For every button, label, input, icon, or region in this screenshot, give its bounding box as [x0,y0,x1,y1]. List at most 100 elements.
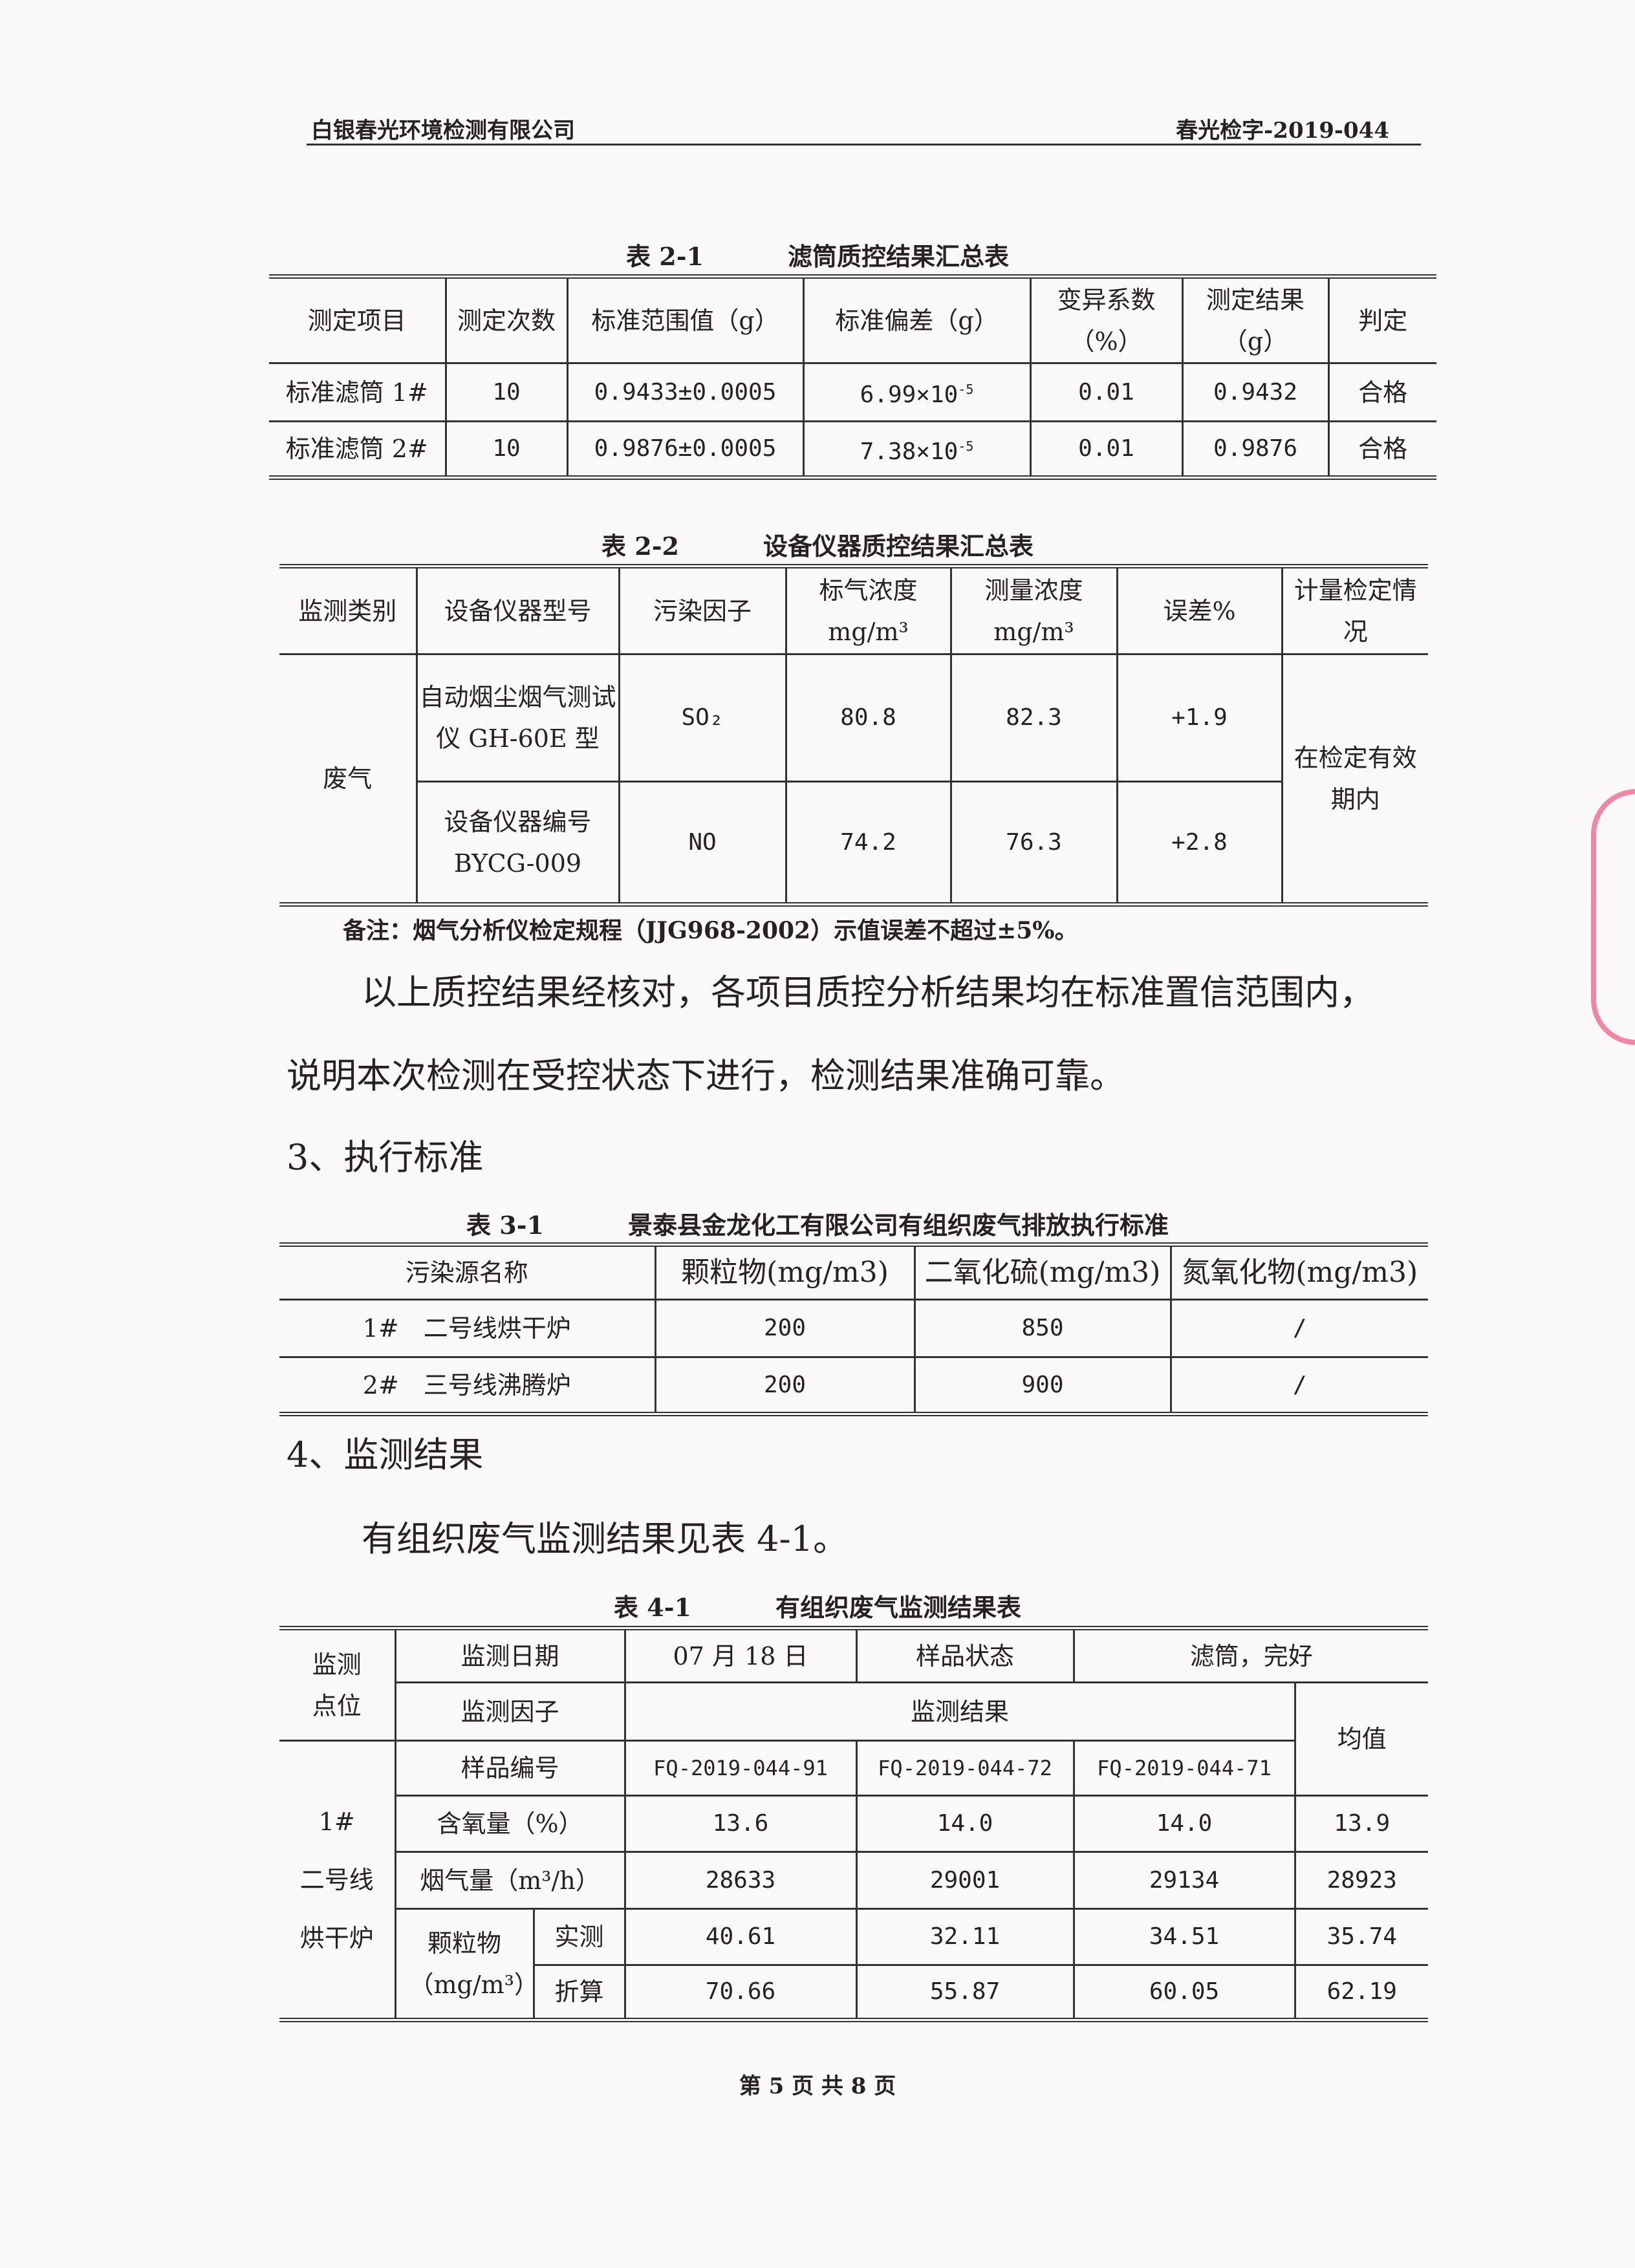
table-2-2-caption: 表 2-2 设备仪器质控结果汇总表 [601,532,1034,561]
sample-label-cell: 样品编号 [394,1740,626,1797]
table-row: 烟气量（m³/h） 28633 29001 29134 28923 [279,1851,1429,1910]
header-rule [307,144,1421,146]
header-cell: 计量检定情况 [1281,565,1428,655]
cv-cell: 0.01 [1029,420,1184,479]
cv-cell: 0.01 [1029,362,1184,422]
value-cell: 14.0 [1072,1795,1296,1853]
sd-cell: 7.38×10-5 [802,420,1032,479]
sample-id-cell: FQ-2019-044-91 [623,1740,858,1797]
value-cell: / [1169,1299,1428,1358]
header-cell: 污染因子 [618,565,787,655]
state-label-cell: 样品状态 [855,1627,1075,1683]
header-cell: 判定 [1327,275,1436,364]
value-cell: 34.51 [1072,1908,1296,1966]
company-name: 白银春光环境检测有限公司 [311,118,575,144]
count-cell: 10 [444,420,568,479]
header-cell: 测量浓度 mg/m³ [949,565,1118,655]
value-cell: 40.61 [623,1908,858,1966]
value-cell: 900 [913,1356,1172,1415]
value-cell: 60.05 [1072,1964,1296,2021]
source-cell: 1# 二号线烘干炉 [279,1299,656,1358]
sd-value: 6.99×10 [860,382,958,408]
oxygen-label-cell: 含氧量（%） [395,1795,626,1853]
table-row: 2# 三号线沸腾炉 200 900 / [279,1356,1428,1415]
sd-cell: 6.99×10-5 [802,362,1032,422]
std-conc-cell: 74.2 [785,781,952,905]
header-cell: 氮氧化物(mg/m3) [1169,1244,1428,1301]
table-row: 监测因子 监测结果 均值 [279,1681,1429,1797]
date-cell: 07 月 18 日 [623,1627,858,1683]
std-conc-cell: 80.8 [785,653,952,783]
value-cell: 32.11 [855,1908,1075,1966]
range-cell: 0.9876±0.0005 [566,420,805,479]
date-label-cell: 监测日期 [394,1627,626,1683]
value-cell: 55.87 [855,1964,1075,2021]
header-cell: 测定项目 [269,275,447,364]
category-cell: 废气 [279,653,418,905]
table-row: 含氧量（%） 13.6 14.0 14.0 13.9 [279,1795,1429,1853]
header-cell: 标气浓度 mg/m³ [785,565,952,655]
header-cell: 监测类别 [279,565,418,655]
count-cell: 10 [444,362,568,422]
header-cell: 测定结果（g） [1181,275,1330,364]
item-cell: 标准滤筒 1# [269,362,447,422]
average-cell: 28923 [1294,1851,1429,1910]
state-cell: 滤筒，完好 [1072,1627,1429,1683]
value-cell: 13.6 [623,1795,858,1853]
header-cell: 设备仪器型号 [415,565,620,655]
verdict-cell: 合格 [1327,362,1436,422]
table-3-1-caption: 表 3-1 景泰县金龙化工有限公司有组织废气排放执行标准 [466,1211,1169,1240]
converted-label-cell: 折算 [534,1964,626,2021]
header-cell: 二氧化硫(mg/m3) [913,1244,1172,1301]
pm-label-cell: 颗粒物（mg/m³） [395,1908,539,2021]
measured-conc-cell: 82.3 [949,653,1118,783]
red-seal-stamp [1591,789,1635,1045]
average-label-cell: 均值 [1294,1681,1429,1797]
section-heading: 3、执行标准 [287,1137,484,1178]
table-2-1-caption: 表 2-1 滤筒质控结果汇总表 [626,242,1009,271]
source-cell: 2# 三号线沸腾炉 [279,1356,656,1415]
result-cell: 0.9432 [1181,362,1330,422]
sd-value: 7.38×10 [860,438,958,465]
header-cell: 污染源名称 [279,1244,656,1301]
sample-id-cell: FQ-2019-044-71 [1072,1740,1295,1797]
table-row: 标准滤筒 1# 10 0.9433±0.0005 6.99×10-5 0.01 … [269,362,1436,422]
measured-conc-cell: 76.3 [949,781,1118,905]
instrument-cell: 自动烟尘烟气测试仪 GH-60E 型 [415,653,620,783]
value-cell: 14.0 [855,1795,1075,1853]
header-cell: 标准范围值（g） [566,275,805,364]
flow-label-cell: 烟气量（m³/h） [395,1851,626,1910]
item-cell: 标准滤筒 2# [269,420,447,479]
point-cell: 1# 二号线 烘干炉 [279,1740,398,2021]
measured-label-cell: 实测 [532,1908,626,1966]
remark: 备注：烟气分析仪检定规程（JJG968-2002）示值误差不超过±5%。 [343,917,1078,944]
point-label-cell: 监测点位 [279,1627,396,1742]
value-cell: 70.66 [623,1964,858,2021]
paragraph: 有组织废气监测结果见表 4-1。 [362,1518,849,1559]
table-4-1: 监测点位 监测日期 07 月 18 日 样品状态 滤筒，完好 监测因子 监测结果… [279,1626,1429,2022]
average-cell: 13.9 [1294,1795,1429,1853]
table-2-1: 测定项目 测定次数 标准范围值（g） 标准偏差（g） 变异系数（%） 测定结果（… [269,274,1436,480]
header-cell: 标准偏差（g） [802,275,1032,364]
paragraph: 说明本次检测在受控状态下进行，检测结果准确可靠。 [287,1055,1125,1096]
header-cell: 变异系数（%） [1029,275,1184,364]
value-cell: 29134 [1072,1851,1296,1910]
value-cell: / [1169,1356,1428,1415]
value-cell: 200 [654,1299,916,1358]
sd-exponent: -5 [958,438,974,454]
table-row: 折算 70.66 55.87 60.05 62.19 [279,1964,1429,2021]
value-cell: 850 [913,1299,1172,1358]
average-cell: 62.19 [1294,1964,1429,2021]
header-cell: 测定次数 [444,275,568,364]
header-cell: 误差% [1116,565,1283,655]
sd-exponent: -5 [958,382,974,397]
verdict-cell: 合格 [1327,420,1436,479]
document-number: 春光检字-2019-044 [1176,118,1389,144]
average-cell: 35.74 [1294,1908,1429,1966]
table-header-row: 污染源名称 颗粒物(mg/m3) 二氧化硫(mg/m3) 氮氧化物(mg/m3) [279,1244,1428,1301]
table-row: 监测点位 监测日期 07 月 18 日 样品状态 滤筒，完好 [279,1627,1429,1742]
table-row: 1# 二号线烘干炉 200 850 / [279,1299,1428,1358]
table-2-2: 监测类别 设备仪器型号 污染因子 标气浓度 mg/m³ 测量浓度 mg/m³ 误… [279,564,1428,907]
table-header-row: 测定项目 测定次数 标准范围值（g） 标准偏差（g） 变异系数（%） 测定结果（… [269,275,1436,364]
sample-id-cell: FQ-2019-044-72 [855,1740,1075,1797]
